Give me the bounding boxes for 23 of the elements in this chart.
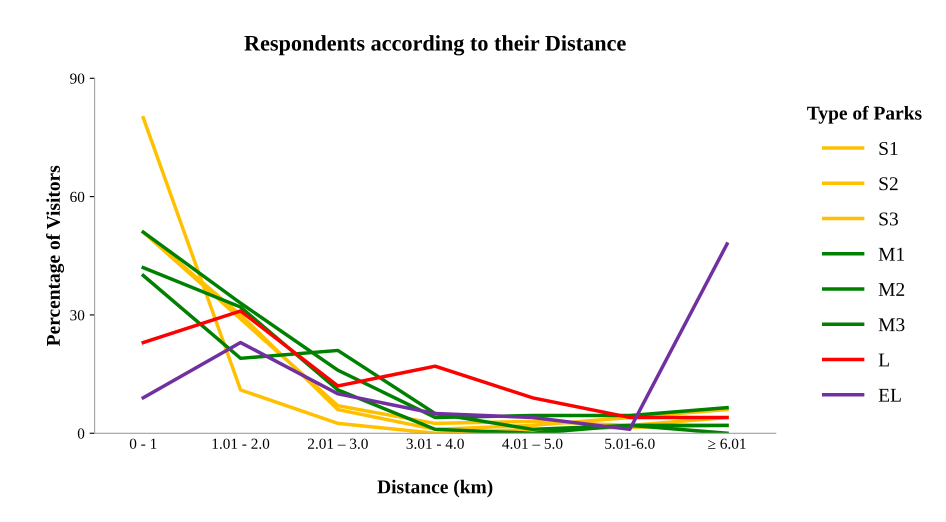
x-tick-label: 2.01 – 3.0 [308,438,368,449]
legend-label: M3 [878,318,904,332]
legend-label: S2 [879,177,898,190]
y-tick-label: 30 [70,310,84,320]
legend-label: L [878,354,889,366]
legend-label: M1 [878,248,904,261]
chart-title: Respondents according to their Distance [244,35,626,56]
y-tick-label: 90 [70,73,84,84]
x-tick-label: 1.01 - 2.0 [212,438,270,449]
x-tick-label: 4.01 – 5.0 [502,438,562,449]
x-tick-label: 5.01-6.0 [605,438,655,449]
legend-label: M2 [878,282,904,296]
y-tick-label: 60 [70,192,84,202]
x-tick-label: 3.01 - 4.0 [406,438,464,449]
legend-label: EL [878,388,901,402]
legend-label: S3 [879,212,898,226]
x-axis-title: Distance (km) [377,480,492,498]
legend-title: Type of Parks [807,106,922,124]
x-tick-label: 0 - 1 [130,438,156,449]
legend-label: S1 [879,142,898,156]
x-tick-label: ≥ 6.01 [708,438,746,449]
y-axis-title: Percentage of Visitors [46,166,64,346]
y-tick-label: 0 [78,428,84,439]
